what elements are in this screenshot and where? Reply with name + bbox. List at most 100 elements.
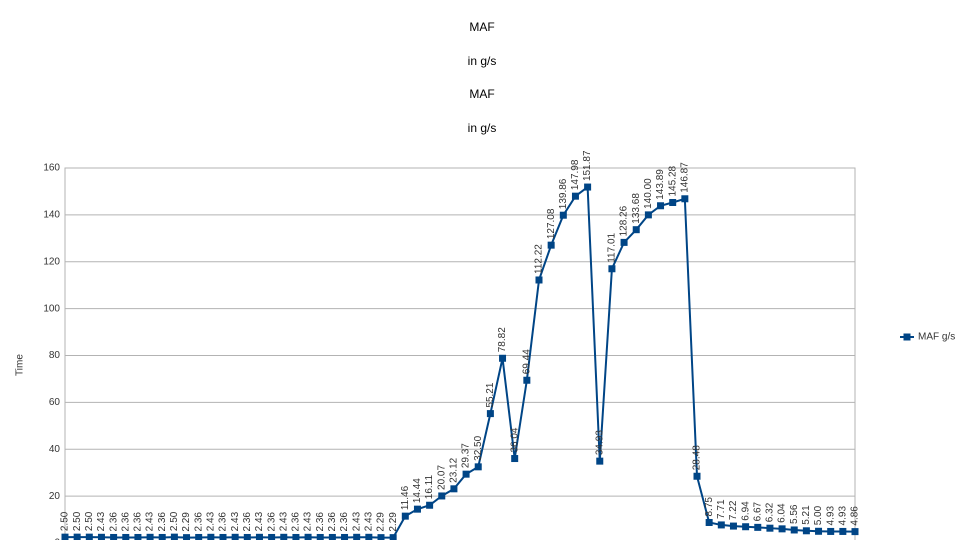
marker xyxy=(85,533,93,540)
marker xyxy=(571,192,579,200)
y-tick-label: 80 xyxy=(49,350,61,361)
marker xyxy=(742,523,750,531)
data-label: 2.29 xyxy=(388,512,399,532)
data-label: 128.26 xyxy=(619,205,630,236)
data-label: 36.04 xyxy=(509,427,520,452)
marker xyxy=(183,534,191,540)
marker xyxy=(705,518,713,526)
marker xyxy=(499,354,507,362)
marker xyxy=(328,533,336,540)
marker xyxy=(219,533,227,540)
data-label: 14.44 xyxy=(412,478,423,503)
y-axis-label: Time xyxy=(15,354,26,376)
legend-label: MAF g/s xyxy=(918,332,955,343)
chart-title: in g/s xyxy=(468,54,497,68)
y-tick-label: 120 xyxy=(43,256,60,267)
marker xyxy=(547,241,555,249)
y-tick-label: 60 xyxy=(49,397,61,408)
data-label: 2.36 xyxy=(218,512,229,532)
y-tick-label: 140 xyxy=(43,210,60,221)
data-label: 32.50 xyxy=(473,435,484,460)
marker xyxy=(389,534,397,540)
marker xyxy=(766,524,774,532)
data-label: 2.43 xyxy=(145,511,156,531)
data-label: 20.07 xyxy=(436,464,447,489)
data-label: 6.67 xyxy=(752,501,763,521)
data-label: 8.75 xyxy=(704,497,715,517)
data-label: 28.48 xyxy=(692,445,703,470)
data-label: 5.00 xyxy=(813,505,824,525)
data-label: 2.36 xyxy=(339,512,350,532)
marker xyxy=(195,533,203,540)
data-label: 2.36 xyxy=(315,512,326,532)
y-tick-label: 20 xyxy=(49,491,61,502)
data-label: 5.56 xyxy=(789,504,800,524)
marker xyxy=(681,195,689,203)
marker xyxy=(523,376,531,384)
data-label: 2.43 xyxy=(96,511,107,531)
data-label: 2.36 xyxy=(193,512,204,532)
data-label: 139.86 xyxy=(558,178,569,209)
marker xyxy=(243,533,251,540)
marker xyxy=(802,527,810,535)
data-label: 6.32 xyxy=(765,502,776,522)
chart-title: MAF xyxy=(469,87,494,101)
marker xyxy=(450,485,458,493)
marker xyxy=(754,523,762,531)
marker xyxy=(97,533,105,540)
chart-title: in g/s xyxy=(468,121,497,135)
marker xyxy=(341,533,349,540)
y-tick-label: 40 xyxy=(49,444,61,455)
marker xyxy=(790,526,798,534)
data-label: 146.87 xyxy=(679,162,690,193)
marker xyxy=(377,534,385,540)
data-label: 6.94 xyxy=(740,501,751,521)
data-label: 2.29 xyxy=(376,512,387,532)
data-label: 143.89 xyxy=(655,169,666,200)
legend-marker xyxy=(903,333,911,341)
data-label: 145.28 xyxy=(667,165,678,196)
marker xyxy=(438,492,446,500)
data-label: 2.36 xyxy=(266,512,277,532)
data-label: 7.71 xyxy=(716,499,727,519)
data-label: 2.43 xyxy=(278,511,289,531)
y-tick-label: 160 xyxy=(43,163,60,174)
marker xyxy=(73,533,81,540)
data-label: 151.87 xyxy=(582,150,593,181)
data-label: 4.86 xyxy=(850,506,861,526)
marker xyxy=(851,528,859,536)
marker xyxy=(608,265,616,273)
marker xyxy=(146,533,154,540)
marker xyxy=(268,533,276,540)
data-label: 2.43 xyxy=(363,511,374,531)
marker xyxy=(729,522,737,530)
marker xyxy=(778,525,786,533)
data-label: 4.93 xyxy=(837,506,848,526)
data-label: 2.50 xyxy=(169,511,180,531)
data-label: 2.43 xyxy=(254,511,265,531)
data-label: 55.21 xyxy=(485,382,496,407)
y-tick-label: 100 xyxy=(43,303,60,314)
marker xyxy=(474,463,482,471)
data-label: 11.46 xyxy=(400,485,411,510)
data-label: 2.43 xyxy=(230,511,241,531)
data-label: 23.12 xyxy=(449,457,460,482)
data-label: 2.43 xyxy=(205,511,216,531)
marker xyxy=(61,533,69,540)
marker xyxy=(231,533,239,540)
data-label: 2.50 xyxy=(60,511,71,531)
data-label: 133.68 xyxy=(631,193,642,224)
marker xyxy=(657,202,665,210)
marker xyxy=(620,238,628,246)
data-label: 2.50 xyxy=(72,511,83,531)
data-label: 2.36 xyxy=(120,512,131,532)
marker xyxy=(827,527,835,535)
marker xyxy=(280,533,288,540)
data-label: 2.43 xyxy=(303,511,314,531)
data-label: 5.21 xyxy=(801,505,812,525)
marker xyxy=(644,211,652,219)
marker xyxy=(122,533,130,540)
marker xyxy=(316,533,324,540)
marker xyxy=(353,533,361,540)
